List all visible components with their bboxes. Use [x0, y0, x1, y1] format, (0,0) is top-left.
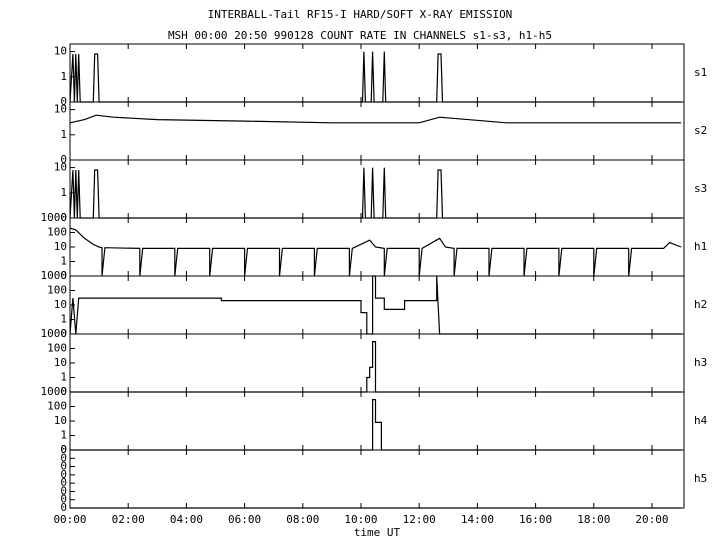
series-line [70, 399, 682, 451]
y-tick-label: 0 [60, 451, 67, 464]
y-tick-label: 10 [54, 240, 67, 253]
panel-label: s2 [694, 124, 707, 137]
y-tick-label: 1 [60, 186, 67, 199]
chart-title: INTERBALL-Tail RF15-I HARD/SOFT X-RAY EM… [208, 8, 513, 21]
series-line [69, 275, 682, 335]
series-line [69, 227, 682, 277]
panel-label: h5 [694, 472, 707, 485]
panel-label: s1 [694, 66, 707, 79]
x-tick-label: 18:00 [577, 513, 610, 526]
y-tick-label: 100 [47, 342, 67, 355]
y-tick-label: 0 [60, 460, 67, 473]
panel-label: h3 [694, 356, 707, 369]
y-tick-label: 1 [60, 429, 67, 442]
y-tick-label: 0 [60, 95, 67, 108]
x-tick-label: 06:00 [228, 513, 261, 526]
chart-subtitle: MSH 00:00 20:50 990128 COUNT RATE IN CHA… [168, 29, 552, 42]
panel-label: h2 [694, 298, 707, 311]
x-tick-label: 10:00 [344, 513, 377, 526]
panel-label: h4 [694, 414, 708, 427]
x-tick-label: 14:00 [461, 513, 494, 526]
panel-frame [69, 159, 685, 219]
x-tick-label: 00:00 [53, 513, 86, 526]
y-tick-label: 1 [60, 371, 67, 384]
x-tick-label: 08:00 [286, 513, 319, 526]
series-line [70, 341, 682, 393]
panel-frame [69, 333, 685, 393]
y-tick-label: 100 [47, 284, 67, 297]
x-axis-label: time UT [354, 526, 401, 539]
y-tick-label: 0 [60, 327, 67, 340]
x-tick-label: 16:00 [519, 513, 552, 526]
x-tick-label: 20:00 [635, 513, 668, 526]
panel-label: s3 [694, 182, 707, 195]
y-tick-label: 0 [60, 443, 67, 456]
series-line [69, 167, 682, 219]
panel-label: h1 [694, 240, 707, 253]
y-tick-label: 10 [54, 414, 67, 427]
y-tick-label: 0 [60, 484, 67, 497]
series-line [69, 114, 682, 124]
y-tick-label: 0 [60, 468, 67, 481]
y-tick-label: 0 [60, 501, 67, 514]
y-tick-label: 1 [60, 70, 67, 83]
y-tick-label: 1000 [41, 211, 68, 224]
y-tick-label: 1000 [41, 327, 68, 340]
y-tick-label: 1 [60, 128, 67, 141]
y-tick-label: 10 [54, 103, 67, 116]
y-tick-label: 10 [54, 45, 67, 58]
y-tick-label: 10 [54, 161, 67, 174]
x-tick-label: 02:00 [112, 513, 145, 526]
y-tick-label: 10 [54, 298, 67, 311]
y-tick-label: 0 [60, 153, 67, 166]
y-tick-label: 100 [47, 226, 67, 239]
y-tick-label: 1 [60, 255, 67, 268]
panel-frame [69, 391, 685, 451]
y-tick-label: 10 [54, 356, 67, 369]
x-tick-label: 04:00 [170, 513, 203, 526]
y-tick-label: 1000 [41, 385, 68, 398]
panel-frame [69, 275, 685, 335]
panel-frame [69, 43, 685, 103]
y-tick-label: 0 [60, 443, 67, 456]
series-line [69, 51, 682, 103]
x-tick-label: 12:00 [403, 513, 436, 526]
y-tick-label: 100 [47, 400, 67, 413]
y-tick-label: 0 [60, 493, 67, 506]
y-tick-label: 1 [60, 313, 67, 326]
y-tick-label: 0 [60, 385, 67, 398]
panel-frame [69, 449, 685, 509]
y-tick-label: 0 [60, 269, 67, 282]
y-tick-label: 1000 [41, 269, 68, 282]
y-tick-label: 0 [60, 476, 67, 489]
y-tick-label: 0 [60, 211, 67, 224]
panel-frame [69, 101, 685, 161]
